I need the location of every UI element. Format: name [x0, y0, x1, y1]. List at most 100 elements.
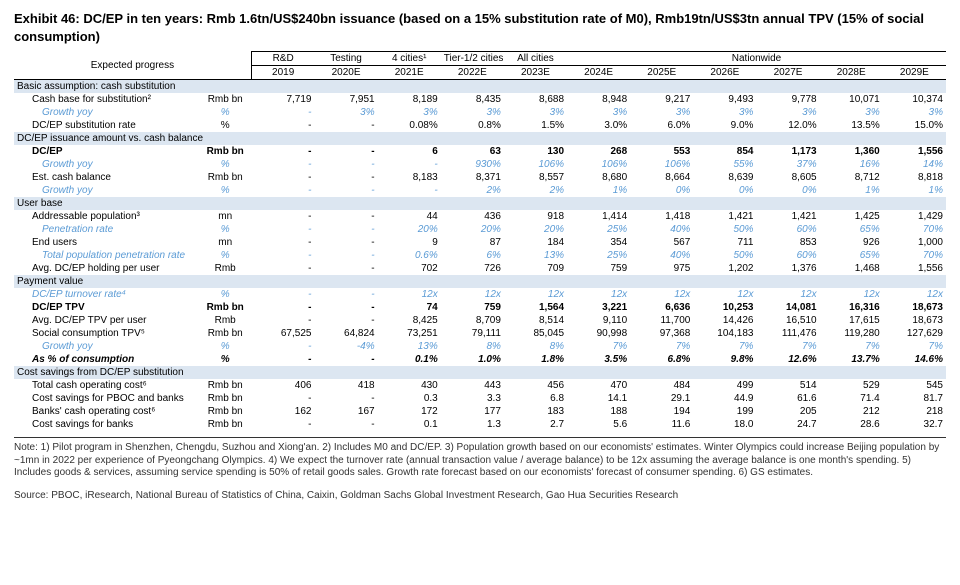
cell: 8,688	[504, 93, 567, 106]
cell: 1,418	[630, 210, 693, 223]
row-label: Growth yoy	[14, 106, 199, 119]
cell: -	[314, 210, 377, 223]
cell: -	[251, 392, 314, 405]
cell: 1,202	[693, 262, 756, 275]
cell: 1.5%	[504, 119, 567, 132]
row-unit: Rmb bn	[199, 379, 251, 392]
row-unit: Rmb bn	[199, 327, 251, 340]
cell: 8,709	[441, 314, 504, 327]
table-body: Basic assumption: cash substitutionCash …	[14, 80, 946, 432]
hdr-year-7: 2026E	[693, 66, 756, 80]
cell: 6.8%	[630, 353, 693, 366]
cell: 9,778	[756, 93, 819, 106]
cell: 29.1	[630, 392, 693, 405]
cell: -	[251, 223, 314, 236]
cell: 0.3	[378, 392, 441, 405]
cell: 177	[441, 405, 504, 418]
cell: 127,629	[883, 327, 946, 340]
cell: 70%	[883, 223, 946, 236]
cell: 15.0%	[883, 119, 946, 132]
cell: 8,183	[378, 171, 441, 184]
cell: 28.6	[820, 418, 883, 431]
cell: 443	[441, 379, 504, 392]
row-unit: Rmb bn	[199, 405, 251, 418]
cell: 7%	[630, 340, 693, 353]
cell: 456	[504, 379, 567, 392]
cell: 13%	[378, 340, 441, 353]
cell: 20%	[378, 223, 441, 236]
cell: -	[251, 171, 314, 184]
cell: 106%	[630, 158, 693, 171]
cell: 13.5%	[820, 119, 883, 132]
cell: 13%	[504, 249, 567, 262]
cell: 406	[251, 379, 314, 392]
row-unit: %	[199, 223, 251, 236]
hdr-year-10: 2029E	[883, 66, 946, 80]
row-label: Addressable population³	[14, 210, 199, 223]
cell: 111,476	[756, 327, 819, 340]
cell: -	[251, 340, 314, 353]
cell: 183	[504, 405, 567, 418]
cell: 0.1	[378, 418, 441, 431]
cell: 711	[693, 236, 756, 249]
cell: 8,371	[441, 171, 504, 184]
cell: 81.7	[883, 392, 946, 405]
cell: -	[378, 158, 441, 171]
cell: -	[314, 301, 377, 314]
hdr-year-8: 2027E	[756, 66, 819, 80]
row-unit: Rmb	[199, 314, 251, 327]
cell: 14.1	[567, 392, 630, 405]
row-unit: %	[199, 158, 251, 171]
cell: -	[314, 223, 377, 236]
cell: 5.6	[567, 418, 630, 431]
cell: 545	[883, 379, 946, 392]
cell: 7%	[883, 340, 946, 353]
cell: 79,111	[441, 327, 504, 340]
row-label: Cost savings for banks	[14, 418, 199, 431]
cell: 8,189	[378, 93, 441, 106]
cell: 0.6%	[378, 249, 441, 262]
cell: 16,510	[756, 314, 819, 327]
cell: -	[314, 314, 377, 327]
hdr-year-0: 2019	[251, 66, 314, 80]
cell: 12x	[693, 288, 756, 301]
table-header: Expected progress R&D Testing 4 cities¹ …	[14, 52, 946, 80]
cell: 12x	[567, 288, 630, 301]
row-label: Cost savings for PBOC and banks	[14, 392, 199, 405]
cell: -	[314, 418, 377, 431]
cell: 3%	[693, 106, 756, 119]
row-label: As % of consumption	[14, 353, 199, 366]
cell: 40%	[630, 223, 693, 236]
cell: 1,376	[756, 262, 819, 275]
cell: -	[314, 288, 377, 301]
cell: -	[314, 145, 377, 158]
cell: 553	[630, 145, 693, 158]
cell: 12x	[378, 288, 441, 301]
cell: 13.7%	[820, 353, 883, 366]
row-label: Growth yoy	[14, 184, 199, 197]
cell: 7,951	[314, 93, 377, 106]
cell: 529	[820, 379, 883, 392]
cell: 25%	[567, 249, 630, 262]
cell: 9,493	[693, 93, 756, 106]
cell: 0%	[630, 184, 693, 197]
cell: 2%	[504, 184, 567, 197]
row-unit: %	[199, 249, 251, 262]
cell: 1,468	[820, 262, 883, 275]
cell: 16%	[820, 158, 883, 171]
cell: 1.3	[441, 418, 504, 431]
cell: -	[251, 106, 314, 119]
cell: 50%	[693, 223, 756, 236]
cell: 9	[378, 236, 441, 249]
cell: 60%	[756, 223, 819, 236]
cell: 8,514	[504, 314, 567, 327]
cell: 484	[630, 379, 693, 392]
cell: 8,639	[693, 171, 756, 184]
cell: 436	[441, 210, 504, 223]
cell: 37%	[756, 158, 819, 171]
row-label: DC/EP TPV	[14, 301, 199, 314]
cell: 1,000	[883, 236, 946, 249]
row-unit: Rmb bn	[199, 418, 251, 431]
cell: 0.8%	[441, 119, 504, 132]
cell: 11,700	[630, 314, 693, 327]
